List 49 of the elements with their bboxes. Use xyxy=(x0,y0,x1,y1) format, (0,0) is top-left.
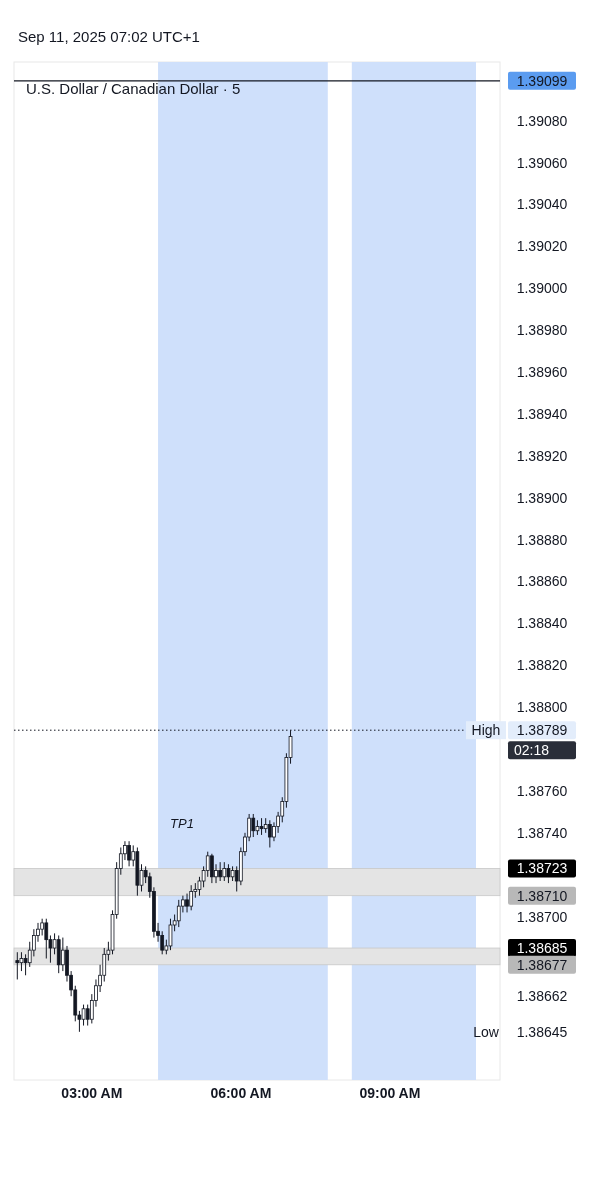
y-tick-label: 1.38645 xyxy=(516,1023,568,1040)
annotation: TP1 xyxy=(170,816,194,831)
y-tick-label: 1.39000 xyxy=(516,280,568,297)
text: 02:18 xyxy=(514,742,550,759)
candlestick xyxy=(127,840,131,867)
candlestick xyxy=(210,853,214,884)
x-tick-label: 06:00 AM xyxy=(210,1085,272,1101)
y-tick-label: 1.38710 xyxy=(516,887,568,904)
candlestick xyxy=(168,918,173,951)
y-tick-label: 1.38789 xyxy=(516,722,568,739)
candlestick xyxy=(185,893,189,913)
y-tick-label: 1.38920 xyxy=(516,447,568,464)
annotation: Low xyxy=(473,1023,500,1040)
y-tick-label: 1.38662 xyxy=(516,988,568,1005)
candlestick xyxy=(85,1004,90,1027)
candlestick xyxy=(61,937,65,972)
y-tick-label: 1.38740 xyxy=(516,824,568,841)
chart-subtitle: Sep 11, 2025 07:02 UTC+1 xyxy=(18,28,200,45)
y-tick-label: 1.38980 xyxy=(516,322,568,339)
y-tick-label: 1.38880 xyxy=(516,531,568,548)
candlestick xyxy=(44,918,49,960)
y-tick-label: 1.38840 xyxy=(516,615,568,632)
y-tick-label: 1.38900 xyxy=(516,489,568,506)
y-tick-label: 1.39060 xyxy=(516,154,568,171)
y-tick-label: 1.38860 xyxy=(516,573,568,590)
text: U.S. Dollar / Canadian Dollar · 5 xyxy=(26,80,241,97)
y-tick-label: 1.38820 xyxy=(516,657,568,674)
y-tick-label: 1.38685 xyxy=(516,940,568,957)
candlestick xyxy=(218,861,223,882)
candlestick xyxy=(226,863,231,884)
y-tick-label: 1.38723 xyxy=(516,860,568,877)
y-tick-label: 1.38940 xyxy=(516,405,568,422)
x-tick-label: 03:00 AM xyxy=(61,1085,123,1101)
candlestick xyxy=(23,953,28,976)
x-tick-label: 09:00 AM xyxy=(359,1085,421,1101)
candlestick xyxy=(176,899,181,928)
y-tick-label: 1.39099 xyxy=(516,72,568,89)
candlestick xyxy=(222,861,227,882)
y-tick-label: 1.38677 xyxy=(516,956,568,973)
ref-line-label: High xyxy=(471,722,501,739)
y-tick-label: 1.39020 xyxy=(516,238,568,255)
y-tick-label: 1.39080 xyxy=(516,112,568,129)
candlestick xyxy=(205,851,210,878)
y-tick-label: 1.38960 xyxy=(516,364,568,381)
y-tick-label: 1.39040 xyxy=(516,196,568,213)
y-tick-label: 1.38800 xyxy=(516,699,568,716)
y-tick-label: 1.38700 xyxy=(516,908,568,925)
y-tick-label: 1.38760 xyxy=(516,782,568,799)
candlestick xyxy=(15,951,20,980)
